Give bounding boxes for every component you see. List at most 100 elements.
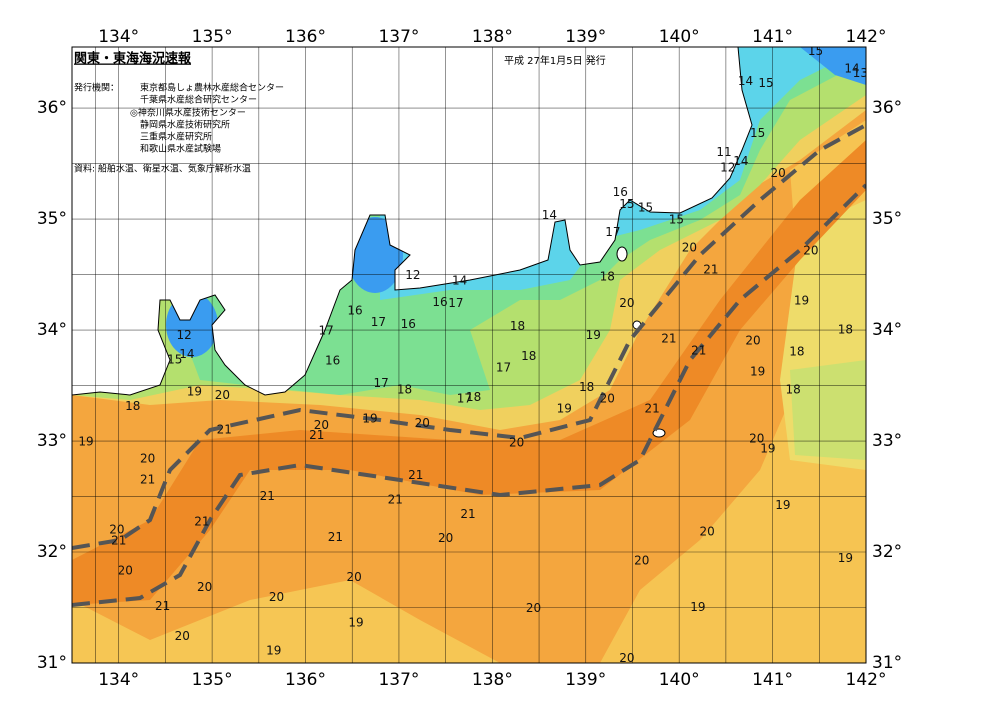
issuer: ◎神奈川県水産技術センター [130,107,246,119]
grid [72,47,866,663]
title: 関東・東海海況速報 [74,51,192,67]
contour-label: 19 [794,294,809,308]
contour-label: 21 [194,515,209,529]
lon-tick-label: 136° [285,670,326,690]
contour-label: 21 [111,533,126,547]
contour-label: 20 [619,296,634,310]
lat-tick-label: 36° [37,98,67,118]
contour-label: 14 [738,74,753,88]
contour-label: 21 [460,507,475,521]
contour-label: 20 [109,522,124,536]
contour-label: 16 [347,304,362,318]
lon-tick-label: 135° [192,27,233,47]
contour-label: 20 [600,391,615,405]
axis-labels: 134° 134° 135° 135° 136° 136° 137° 137° 138° 138°… [37,27,902,690]
contour-label: 20 [803,244,818,258]
lat-tick-label: 33° [872,431,902,451]
lon-tick-label: 135° [192,670,233,690]
contour-label: 17 [371,315,386,329]
lon-tick-label: 140° [659,27,700,47]
contour-label: 17 [457,391,472,405]
contour-label: 16 [401,317,416,331]
contour-label: 20 [438,531,453,545]
contour-label: 15 [808,44,823,58]
contour-label: 21 [644,401,659,415]
zone-cool-south [72,580,500,663]
contour-label: 17 [318,324,333,338]
issuer: 東京都島しょ農林水産総合センター [140,82,284,94]
land [72,47,753,396]
zone-blue-ne [800,47,866,85]
contour-label: 19 [586,328,601,342]
lon-tick-label: 141° [752,670,793,690]
contour-label: 21 [309,428,324,442]
data-source: 資料: 船舶水温、衛星水温、気象庁解析水温 [74,163,251,175]
lon-tick-label: 141° [752,27,793,47]
lon-tick-label: 138° [472,670,513,690]
contour-label: 11 [716,145,731,159]
contour-label: 19 [750,365,765,379]
contour-label: 20 [314,418,329,432]
contour-label: 20 [175,629,190,643]
contour-label: 14 [844,62,859,76]
contour-label: 20 [346,570,361,584]
contour-label: 21 [408,468,423,482]
lat-tick-label: 32° [872,542,902,562]
contour-label: 21 [260,489,275,503]
contour-label: 15 [669,213,684,227]
contour-label: 18 [521,349,536,363]
contour-label: 14 [452,274,467,288]
lat-tick-label: 34° [872,320,902,340]
contour-label: 16 [325,354,340,368]
contour-label: 18 [579,380,594,394]
contour-label: 19 [775,498,790,512]
contour-label: 20 [140,451,155,465]
lon-tick-label: 134° [98,27,139,47]
issuer: 和歌山県水産試験場 [140,143,221,155]
contour-label: 21 [140,472,155,486]
lon-tick-label: 138° [472,27,513,47]
contour-label: 20 [415,416,430,430]
contour-label: 21 [388,492,403,506]
island [616,246,628,262]
contour-label: 20 [682,240,697,254]
contour-label: 18 [466,390,481,404]
contour-label: 20 [634,553,649,567]
contour-label: 18 [397,382,412,396]
lat-tick-label: 36° [872,98,902,118]
contour-label: 18 [510,319,525,333]
contour-label: 19 [187,385,202,399]
lat-tick-label: 35° [37,209,67,229]
contour-label: 19 [838,551,853,565]
contour-label: 13 [853,66,868,80]
contour-label: 19 [78,435,93,449]
contour-label: 15 [638,200,653,214]
lat-tick-label: 34° [37,320,67,340]
contour-label: 21 [691,344,706,358]
contour-label: 12 [405,268,420,282]
contour-label: 15 [750,126,765,140]
contour-label: 14 [179,347,194,361]
contour-label: 19 [362,411,377,425]
contour-label: 18 [125,399,140,413]
contour-label: 20 [745,334,760,348]
contour-label: 17 [448,296,463,310]
lon-tick-label: 139° [565,27,606,47]
map-frame [71,46,867,664]
contour-label: 16 [613,185,628,199]
issue-date: 平成 27年1月5日 発行 [504,54,606,67]
lon-tick-label: 140° [659,670,700,690]
contour-label: 20 [215,388,230,402]
lon-tick-label: 142° [846,27,887,47]
contour-label: 19 [557,401,572,415]
contour-label: 20 [749,431,764,445]
contour-label: 17 [605,225,620,239]
contour-label: 15 [619,197,634,211]
contour-label: 19 [760,441,775,455]
contour-label: 21 [155,599,170,613]
contour-label: 19 [690,600,705,614]
contour-label: 17 [496,360,511,374]
contour-label: 21 [703,263,718,277]
